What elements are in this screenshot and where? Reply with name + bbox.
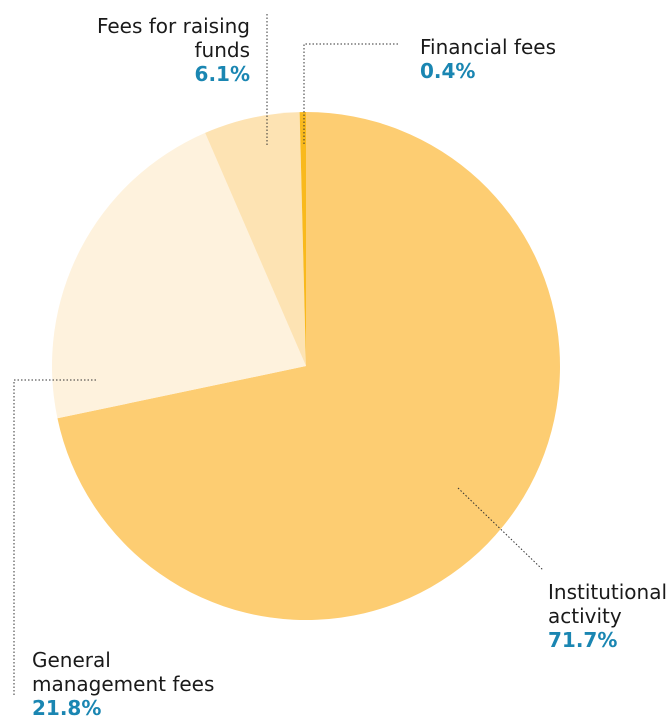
label-general-line2: management fees xyxy=(32,672,215,696)
label-institutional: Institutional activity 71.7% xyxy=(548,580,672,652)
pie-slice-fees-for-raising-funds xyxy=(205,112,306,366)
label-fees-raising: Fees for raising funds 6.1% xyxy=(40,14,250,86)
leader-line-institutional xyxy=(457,487,544,571)
label-financial-line1: Financial fees xyxy=(420,35,557,59)
label-institutional-line1: Institutional xyxy=(548,580,668,604)
label-general-value: 21.8% xyxy=(32,696,102,720)
leader-line-financial xyxy=(303,43,398,146)
label-financial-value: 0.4% xyxy=(420,59,476,83)
label-institutional-line2: activity xyxy=(548,604,622,628)
label-fees-raising-line2: funds xyxy=(194,38,250,62)
label-fees-raising-value: 6.1% xyxy=(194,62,250,86)
label-financial: Financial fees 0.4% xyxy=(420,35,620,83)
leader-line-general xyxy=(13,379,96,696)
label-institutional-value: 71.7% xyxy=(548,628,618,652)
label-fees-raising-line1: Fees for raising xyxy=(96,14,250,38)
pie-slice-general-management-fees xyxy=(51,132,306,419)
label-general-line1: General xyxy=(32,648,111,672)
pie-slice-financial-fees xyxy=(299,112,306,366)
label-general: General management fees 21.8% xyxy=(32,648,272,720)
pie-slice-institutional-activity xyxy=(57,112,560,620)
